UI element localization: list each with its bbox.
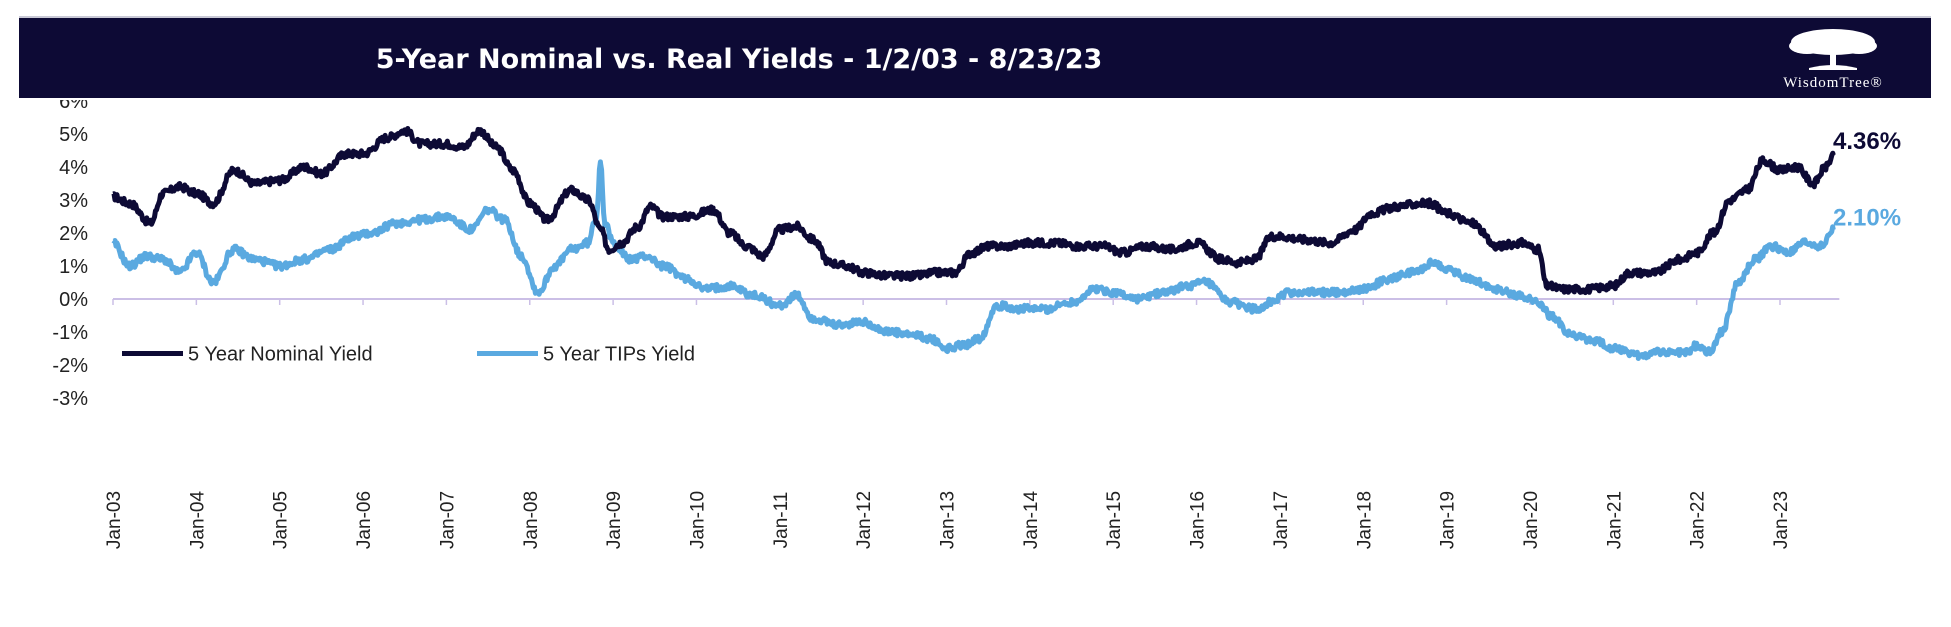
yield-chart: 6%5%4%3%2%1%0%-1%-2%-3% Jan-03 Jan-04 Jan-…: [52, 100, 1901, 549]
x-tick-label: Jan-12: [854, 491, 875, 549]
y-tick-label: 3%: [59, 190, 88, 212]
title-bar: 5-Year Nominal vs. Real Yields - 1/2/03 …: [19, 16, 1931, 98]
series-line-nominal: [111, 126, 1836, 296]
y-tick-label: 2%: [59, 223, 88, 245]
y-tick-label: 1%: [59, 256, 88, 278]
y-tick-label: 5%: [59, 124, 88, 146]
x-tick-label: Jan-08: [521, 491, 542, 549]
y-tick-label: 4%: [59, 157, 88, 179]
x-tick-label: Jan-09: [604, 491, 625, 549]
legend: 5 Year Nominal Yield 5 Year TIPs Yield: [122, 343, 695, 365]
legend-label-nominal: 5 Year Nominal Yield: [188, 343, 373, 365]
x-tick-label: Jan-15: [1104, 491, 1125, 549]
x-tick-label: Jan-11: [771, 492, 792, 549]
chart-title: 5-Year Nominal vs. Real Yields - 1/2/03 …: [375, 44, 1103, 75]
x-tick-label: Jan-06: [354, 491, 375, 549]
y-tick-label: 0%: [59, 289, 88, 311]
y-tick-label: 6%: [59, 100, 88, 113]
y-tick-label: -1%: [52, 322, 88, 344]
logo-text: WisdomTree®: [1783, 75, 1883, 91]
x-tick-label: Jan-18: [1354, 491, 1375, 549]
x-tick-label: Jan-03: [104, 491, 125, 549]
y-tick-label: -3%: [52, 388, 88, 410]
x-tick-label: Jan-21: [1604, 491, 1625, 549]
tree-icon: [1789, 29, 1877, 70]
x-tick-label: Jan-07: [437, 491, 458, 549]
legend-label-tips: 5 Year TIPs Yield: [543, 343, 695, 365]
x-tick-label: Jan-22: [1688, 491, 1709, 549]
x-tick-label: Jan-05: [271, 491, 292, 549]
x-tick-label: Jan-23: [1771, 491, 1792, 549]
x-tick-label: Jan-04: [187, 491, 208, 550]
y-tick-label: -2%: [52, 355, 88, 377]
x-tick-label: Jan-16: [1188, 491, 1209, 549]
y-axis: 6% 5% 4% 3% 2% 1% 0% -1% -2% -3%: [52, 100, 88, 410]
wisdomtree-logo: WisdomTree®: [1769, 26, 1897, 92]
x-tick-label: Jan-10: [687, 491, 708, 549]
x-tick-label: Jan-19: [1438, 491, 1459, 549]
x-axis: Jan-03 Jan-04 Jan-05 Jan-06 Jan-07 Jan-08 Jan-…: [104, 299, 1792, 549]
x-tick-label: Jan-20: [1521, 491, 1542, 549]
x-tick-label: Jan-13: [938, 491, 959, 549]
end-label-nominal: 4.36%: [1833, 128, 1901, 155]
x-tick-label: Jan-14: [1021, 491, 1042, 550]
x-tick-label: Jan-17: [1271, 491, 1292, 549]
end-label-tips: 2.10%: [1833, 205, 1901, 232]
series-line-tips: [111, 159, 1836, 361]
